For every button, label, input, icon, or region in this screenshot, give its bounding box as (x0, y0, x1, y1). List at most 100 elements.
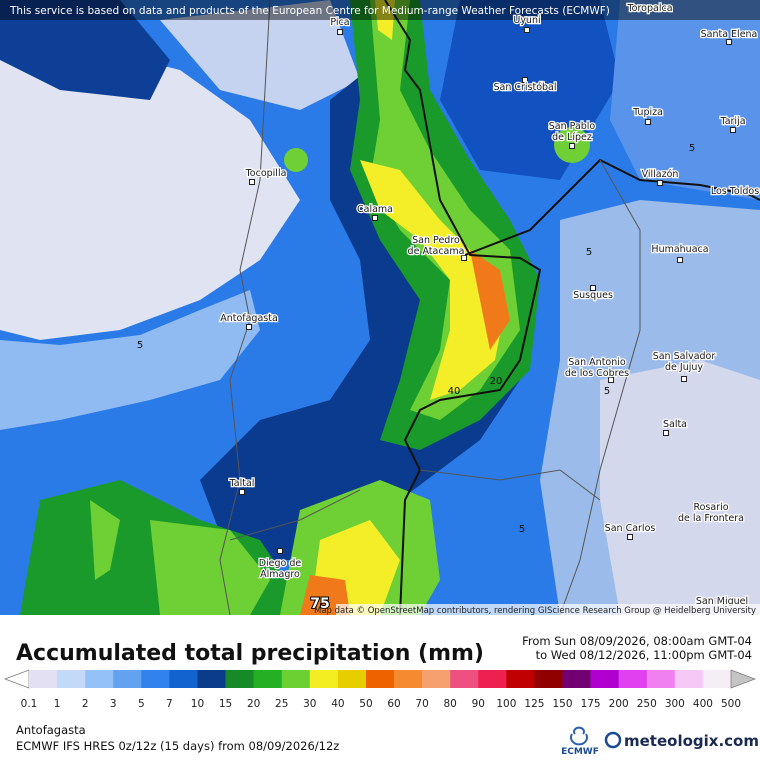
place-marker (372, 215, 378, 221)
colorbar-swatch (646, 670, 676, 688)
colorbar-swatch (674, 670, 704, 688)
place-label: Uyuni (513, 15, 540, 26)
location-text: Antofagasta (16, 723, 86, 737)
colorbar-swatch (113, 670, 142, 688)
colorbar-label: 0.1 (21, 698, 38, 710)
map-attribution: Map data © OpenStreetMap contributors, r… (314, 606, 756, 616)
colorbar-swatch (29, 670, 58, 688)
place-label: San Salvador (653, 351, 716, 362)
place-label: Almagro (260, 569, 300, 580)
colorbar-swatch (281, 670, 311, 688)
colorbar-swatch (253, 670, 283, 688)
colorbar-label: 90 (472, 698, 485, 710)
colorbar-swatch (562, 670, 591, 688)
colorbar-label: 3 (110, 698, 117, 710)
colorbar-label: 70 (415, 698, 428, 710)
period-text: From Sun 08/09/2026, 08:00am GMT-04 (522, 634, 752, 648)
colorbar-label: 7 (166, 698, 173, 710)
period-text: to Wed 08/12/2026, 11:00pm GMT-04 (536, 648, 752, 662)
place-label: Humahuaca (651, 244, 708, 255)
ecmwf-logo-icon (570, 726, 588, 746)
colorbar-label: 500 (721, 698, 741, 710)
colorbar-label: 30 (303, 698, 316, 710)
place-label: Toropalca (626, 3, 672, 14)
place-marker (645, 119, 651, 125)
attribution-bg (336, 604, 760, 615)
place-label: Tarija (719, 116, 745, 127)
ecmwf-logo-text: ECMWF (561, 747, 599, 757)
place-marker (239, 489, 245, 495)
place-label: de Atacama (408, 246, 465, 257)
colorbar-label: 20 (247, 698, 260, 710)
place-label: Los Toldos (711, 186, 759, 197)
contour-label: 40 (448, 386, 461, 397)
colorbar-swatch (506, 670, 535, 688)
place-marker (627, 534, 633, 540)
place-marker (681, 376, 687, 382)
colorbar-swatch (141, 670, 170, 688)
place-marker (246, 324, 252, 330)
place-marker (524, 27, 530, 33)
colorbar-label: 10 (191, 698, 204, 710)
place-marker (337, 29, 343, 35)
place-label: Taltal (229, 478, 255, 489)
colorbar-label: 25 (275, 698, 288, 710)
place-label: de Lípez (552, 132, 592, 143)
place-marker (657, 180, 663, 186)
place-label: Diego de (259, 558, 302, 569)
place-label: San Cristóbal (493, 82, 556, 93)
chart-title: Accumulated total precipitation (mm) (16, 641, 484, 666)
contour-label: 5 (519, 524, 525, 535)
colorbar-swatch (590, 670, 619, 688)
place-label: San Pedro (412, 235, 460, 246)
place-label: Susques (573, 290, 613, 301)
contour-label: 5 (689, 143, 695, 154)
place-label: San Carlos (605, 523, 656, 534)
colorbar-swatch (422, 670, 451, 688)
colorbar-swatch (225, 670, 254, 688)
place-label: Tocopilla (245, 168, 287, 179)
banner-text: This service is based on data and produc… (9, 5, 610, 17)
contour-label: 75 (310, 596, 329, 612)
colorbar-label: 200 (609, 698, 629, 710)
place-label: San Antonio (568, 357, 626, 368)
colorbar-swatch (365, 670, 395, 688)
place-marker (608, 377, 614, 383)
place-marker (569, 143, 575, 149)
colorbar-label: 175 (581, 698, 601, 710)
place-label: Salta (663, 419, 687, 430)
colorbar-label: 250 (637, 698, 657, 710)
place-label: de los Cobres (565, 368, 629, 379)
model-info: ECMWF IFS HRES 0z/12z (15 days) from 08/… (16, 739, 339, 753)
meteologix-logo-text: meteologix.com (624, 732, 759, 750)
place-marker (677, 257, 683, 263)
colorbar-label: 50 (359, 698, 372, 710)
colorbar-swatch (85, 670, 114, 688)
place-marker (663, 430, 669, 436)
place-label: San Pablo (549, 121, 596, 132)
colorbar-swatch (478, 670, 507, 688)
colorbar-label: 80 (444, 698, 457, 710)
colorbar-label: 150 (552, 698, 572, 710)
meteologix-logo-icon (604, 731, 622, 749)
place-marker (730, 127, 736, 133)
place-label: de Jujuy (665, 362, 703, 373)
place-label: Pica (330, 17, 349, 28)
colorbar-label: 1 (54, 698, 61, 710)
place-label: Calama (357, 204, 393, 215)
place-label: de la Frontera (678, 513, 744, 524)
place-label: Villazón (642, 169, 679, 180)
place-label: Antofagasta (220, 313, 278, 324)
place-label: Rosario (693, 502, 728, 513)
colorbar-swatch (169, 670, 198, 688)
place-marker (277, 548, 283, 554)
contour-label: 5 (137, 340, 143, 351)
colorbar-over (730, 669, 756, 689)
colorbar-label: 60 (387, 698, 400, 710)
contour-label: 5 (604, 386, 610, 397)
colorbar-label: 400 (693, 698, 713, 710)
colorbar-label: 2 (82, 698, 89, 710)
colorbar-label: 100 (496, 698, 516, 710)
contour-label: 20 (490, 376, 503, 387)
